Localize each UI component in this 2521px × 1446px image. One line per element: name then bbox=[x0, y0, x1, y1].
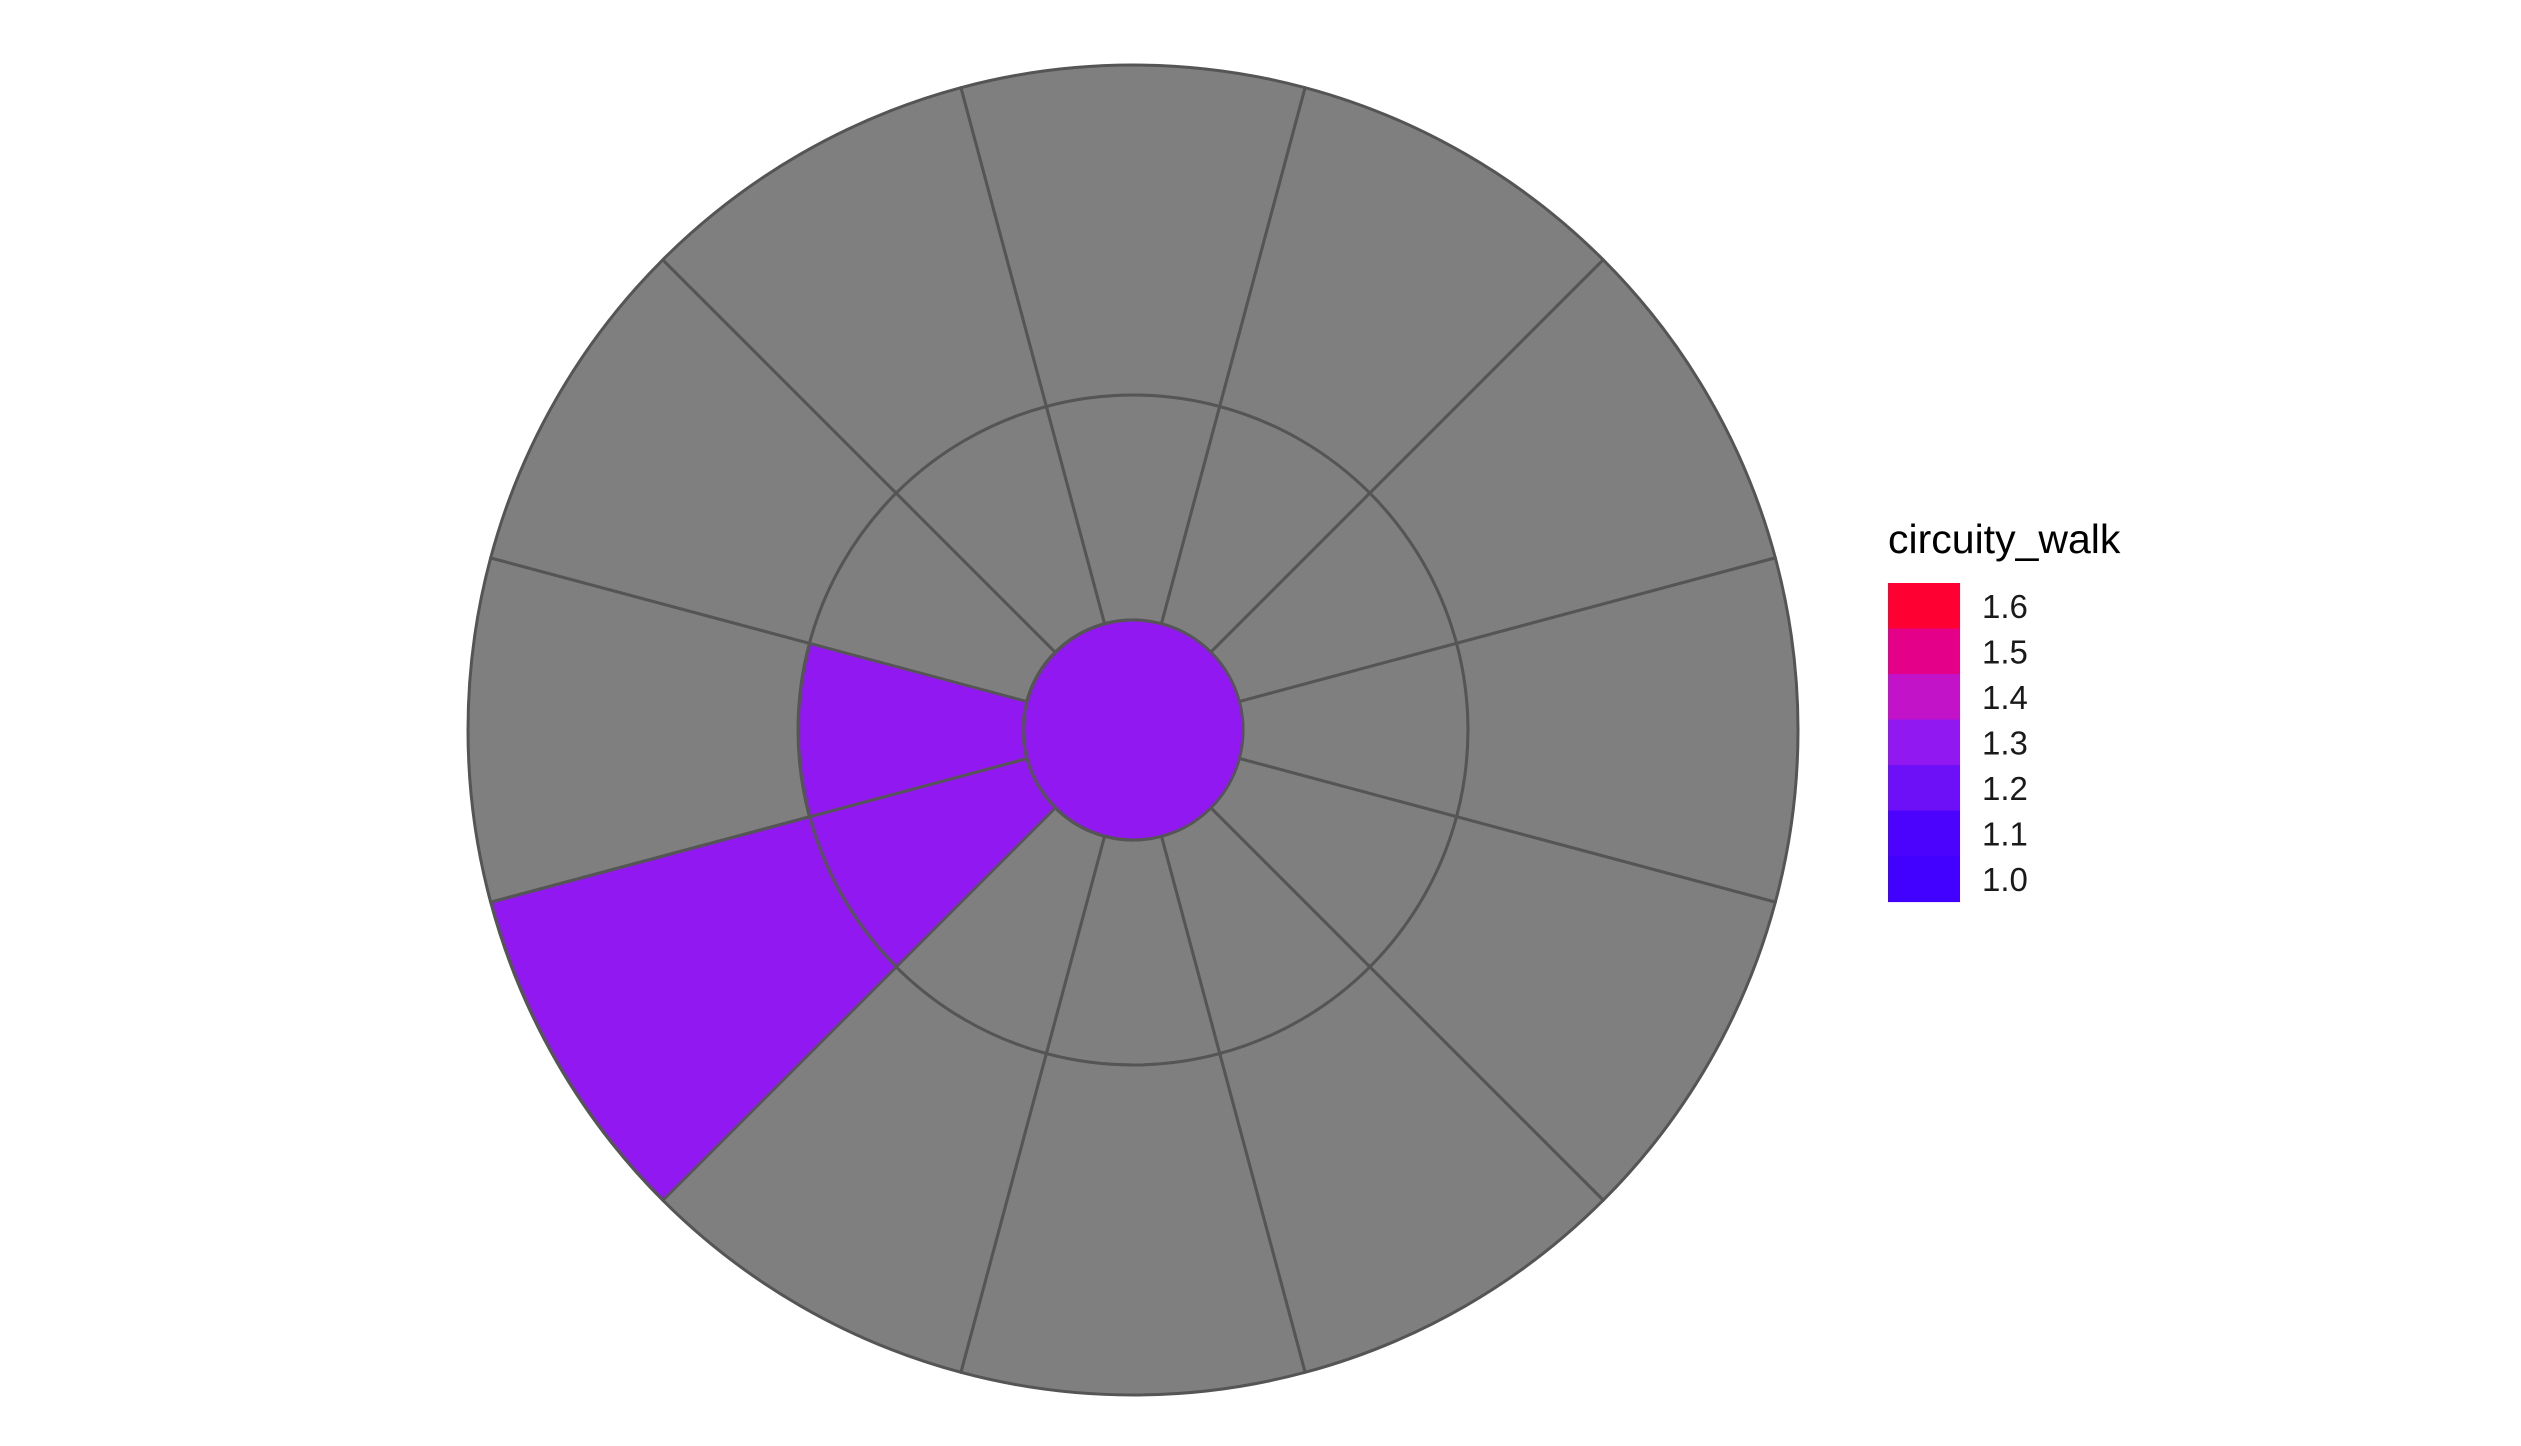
sector-r3-s8 bbox=[489, 815, 898, 1202]
legend-bin-5 bbox=[1888, 810, 1960, 857]
sector-r3-s7 bbox=[661, 965, 1048, 1374]
sector-r3-s5 bbox=[1218, 965, 1605, 1374]
sector-r3-s6 bbox=[959, 1052, 1307, 1397]
legend-label: 1.0 bbox=[1982, 861, 2028, 898]
legend-colorbar bbox=[1888, 583, 1960, 903]
sector-r3-s0 bbox=[959, 63, 1307, 408]
sector-r3-s2 bbox=[1368, 258, 1777, 645]
legend-bin-0 bbox=[1888, 583, 1960, 630]
legend: circuity_walk 1.6 1.5 1.4 1.3 1.2 1.1 1.0 bbox=[1888, 516, 2121, 903]
center-disc-outline bbox=[1021, 618, 1245, 842]
legend-label: 1.3 bbox=[1982, 724, 2028, 761]
legend-bin-4 bbox=[1888, 765, 1960, 812]
legend-labels: 1.6 1.5 1.4 1.3 1.2 1.1 1.0 bbox=[1982, 588, 2028, 898]
legend-title: circuity_walk bbox=[1888, 516, 2121, 562]
sector-r3-s9 bbox=[466, 556, 811, 904]
legend-label: 1.5 bbox=[1982, 633, 2028, 670]
legend-label: 1.1 bbox=[1982, 815, 2028, 852]
sector-r3-s4 bbox=[1368, 815, 1777, 1202]
legend-label: 1.4 bbox=[1982, 679, 2028, 716]
sector-r3-s11 bbox=[661, 86, 1048, 495]
legend-bin-1 bbox=[1888, 628, 1960, 675]
sector-r3-s1 bbox=[1218, 86, 1605, 495]
sector-r3-s10 bbox=[489, 258, 898, 645]
legend-label: 1.6 bbox=[1982, 588, 2028, 625]
sector-r3-s3 bbox=[1455, 556, 1800, 904]
legend-bin-2 bbox=[1888, 674, 1960, 721]
legend-label: 1.2 bbox=[1982, 770, 2028, 807]
legend-bin-3 bbox=[1888, 719, 1960, 766]
legend-bin-6 bbox=[1888, 856, 1960, 903]
polar-sectors bbox=[466, 63, 1800, 1397]
